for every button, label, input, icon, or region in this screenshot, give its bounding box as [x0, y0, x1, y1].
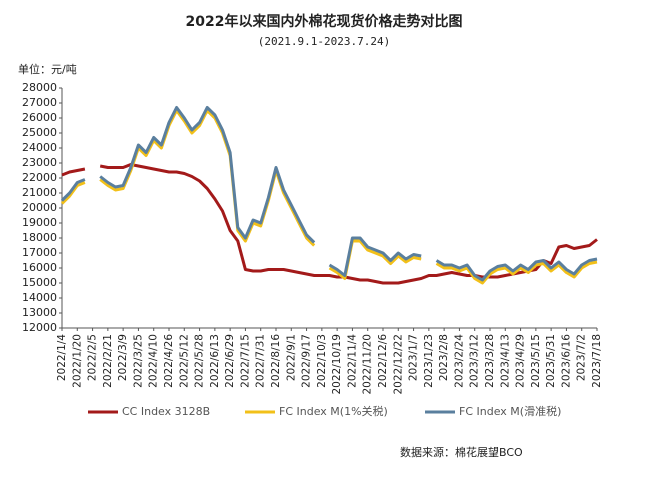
x-tick-label: 2022/5/28: [194, 334, 206, 388]
y-tick-label: 23000: [22, 156, 57, 169]
y-tick-label: 22000: [22, 171, 57, 184]
x-tick-label: 2022/11/4: [346, 334, 358, 388]
x-tick-label: 2022/2/5: [87, 334, 99, 381]
x-tick-label: 2022/10/19: [331, 334, 343, 395]
x-tick-label: 2023/3/12: [469, 334, 481, 388]
x-tick-label: 2022/1/20: [71, 334, 83, 388]
x-tick-label: 2022/3/9: [117, 334, 129, 381]
y-tick-label: 26000: [22, 111, 57, 124]
y-tick-label: 16000: [22, 261, 57, 274]
x-tick-label: 2022/6/29: [224, 334, 236, 388]
y-tick-label: 27000: [22, 96, 57, 109]
x-tick-label: 2023/2/24: [453, 334, 465, 388]
y-tick-label: 17000: [22, 246, 57, 259]
y-tick-label: 18000: [22, 231, 57, 244]
y-tick-label: 15000: [22, 276, 57, 289]
chart-subtitle: (2021.9.1-2023.7.24): [258, 35, 390, 48]
x-tick-label: 2023/2/8: [438, 334, 450, 381]
series-line: [60, 109, 598, 285]
x-tick-label: 2022/12/22: [392, 334, 404, 395]
x-tick-label: 2022/9/1: [285, 334, 297, 381]
legend-label: FC Index M(滑准税): [459, 404, 561, 418]
x-tick-label: 2023/1/23: [423, 334, 435, 388]
x-tick-label: 2022/6/13: [209, 334, 221, 388]
x-tick-label: 2022/12/6: [377, 334, 389, 388]
x-tick-label: 2023/4/29: [515, 334, 527, 388]
x-tick-label: 2023/7/2: [576, 334, 588, 381]
x-tick-label: 2023/4/13: [499, 334, 511, 388]
legend-label: FC Index M(1%关税): [279, 404, 388, 418]
x-tick-label: 2023/1/7: [408, 334, 420, 381]
y-tick-label: 19000: [22, 216, 57, 229]
y-tick-label: 21000: [22, 186, 57, 199]
y-tick-label: 28000: [22, 81, 57, 94]
x-tick-label: 2023/5/31: [545, 334, 557, 388]
x-tick-label: 2023/3/28: [484, 334, 496, 388]
x-tick-label: 2022/4/26: [163, 334, 175, 388]
x-tick-label: 2022/9/17: [301, 334, 313, 388]
x-tick-label: 2023/7/18: [591, 334, 603, 388]
source-note: 数据来源：棉花展望BCO: [400, 445, 523, 459]
x-tick-label: 2022/5/12: [178, 334, 190, 388]
y-tick-label: 20000: [22, 201, 57, 214]
x-tick-label: 2022/3/25: [132, 334, 144, 388]
x-tick-label: 2022/1/4: [56, 334, 68, 381]
legend-label: CC Index 3128B: [122, 405, 210, 418]
chart-title: 2022年以来国内外棉花现货价格走势对比图: [186, 13, 463, 30]
y-tick-label: 24000: [22, 141, 57, 154]
y-tick-label: 12000: [22, 321, 57, 334]
x-tick-label: 2022/8/16: [270, 334, 282, 388]
x-tick-label: 2022/10/3: [316, 334, 328, 388]
y-tick-label: 13000: [22, 306, 57, 319]
x-tick-label: 2022/11/20: [362, 334, 374, 395]
x-tick-label: 2022/4/10: [148, 334, 160, 388]
series-line: [60, 106, 598, 282]
x-tick-label: 2023/6/16: [560, 334, 572, 388]
x-tick-label: 2023/5/15: [530, 334, 542, 388]
x-tick-label: 2022/7/31: [255, 334, 267, 388]
y-tick-label: 14000: [22, 291, 57, 304]
y-axis-label: 单位：元/吨: [18, 62, 77, 76]
x-tick-label: 2022/7/15: [239, 334, 251, 388]
y-tick-label: 25000: [22, 126, 57, 139]
x-tick-label: 2022/2/21: [102, 334, 114, 388]
